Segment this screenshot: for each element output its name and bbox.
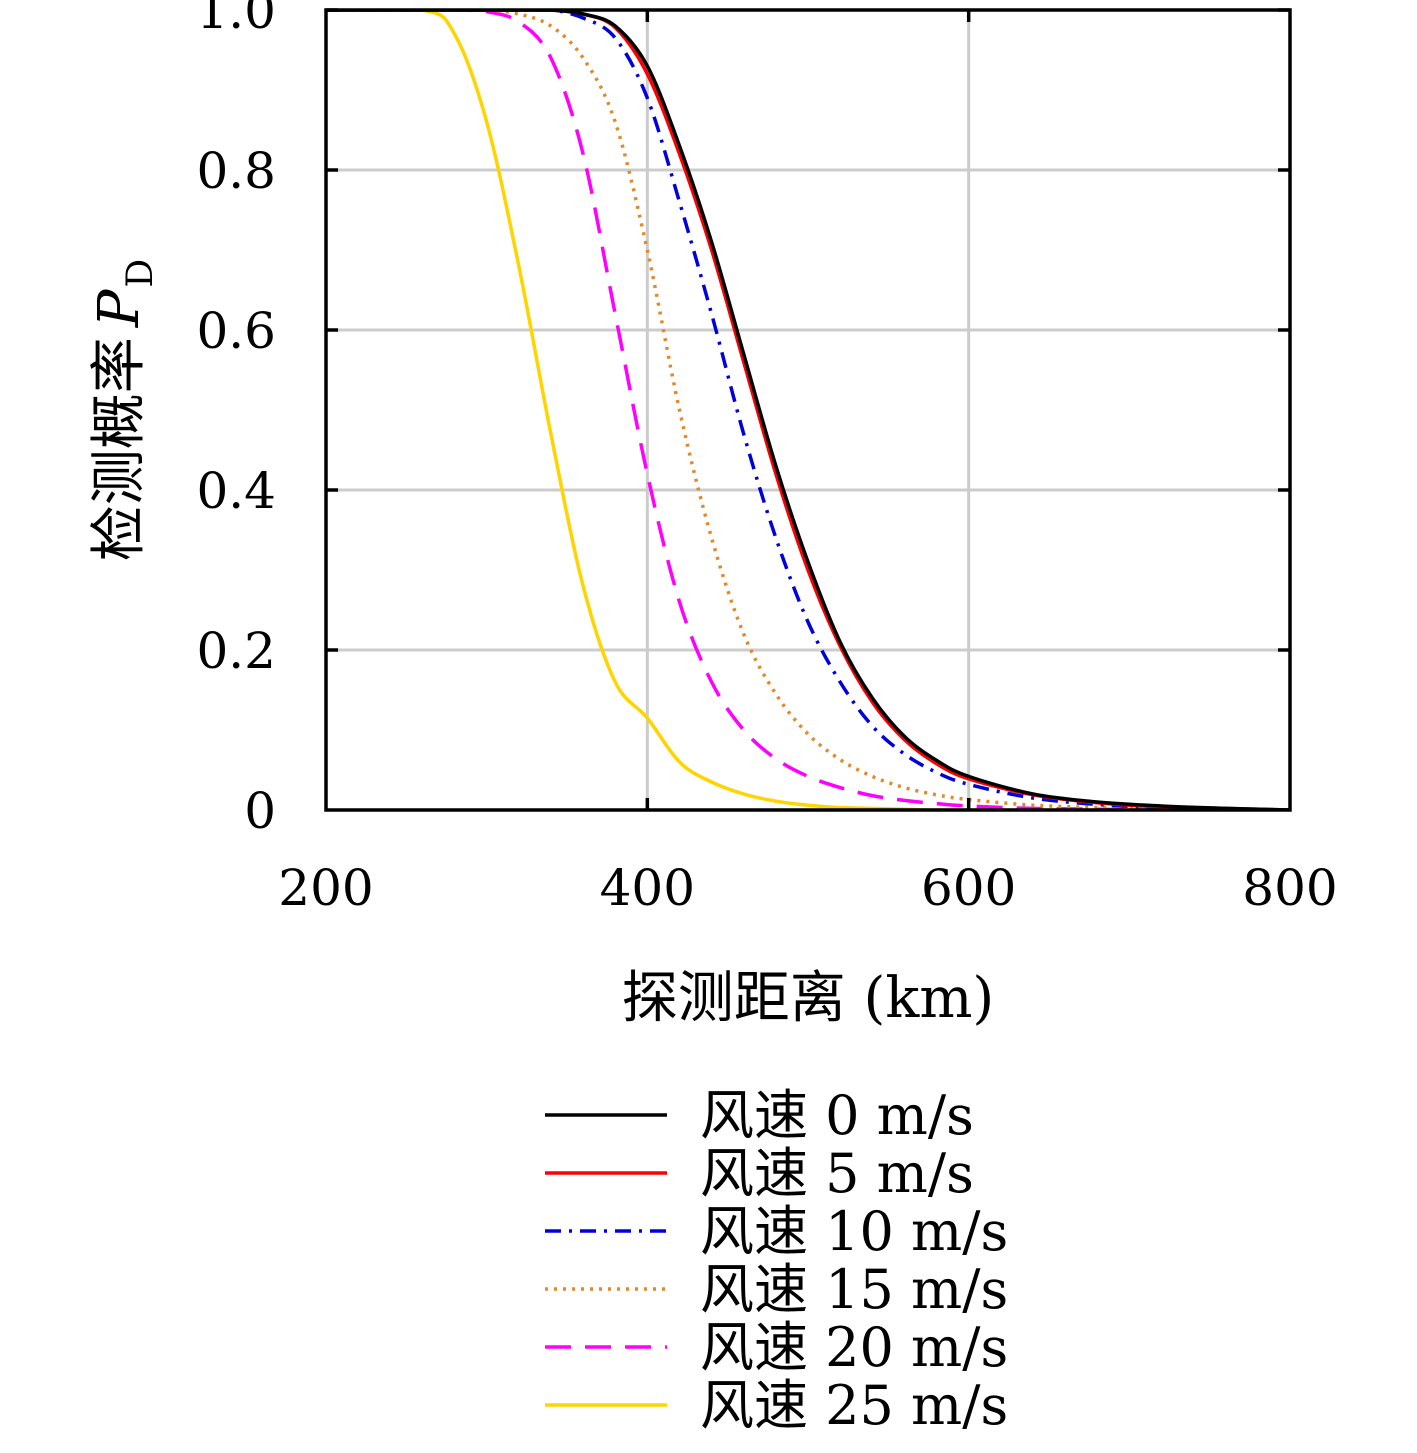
x-tick-label: 800 xyxy=(1242,859,1337,917)
tick-marks xyxy=(326,8,1290,810)
legend-label: 风速 20 m/s xyxy=(700,1316,1008,1379)
series-line-0 xyxy=(326,10,1290,810)
series-line-4 xyxy=(326,10,1290,810)
series-line-5 xyxy=(326,10,1290,810)
y-tick-label: 0.6 xyxy=(196,302,276,360)
y-tick-label: 0.4 xyxy=(196,462,276,520)
series-line-2 xyxy=(326,10,1290,810)
y-axis-title-subscript: D xyxy=(120,259,161,288)
legend-entry: 风速 20 m/s xyxy=(545,1316,1008,1379)
legend-entry: 风速 5 m/s xyxy=(545,1142,974,1205)
legend-label: 风速 10 m/s xyxy=(700,1200,1008,1263)
legend-label: 风速 15 m/s xyxy=(700,1258,1008,1321)
y-axis-title: 检测概率 PD xyxy=(87,259,161,562)
series-line-3 xyxy=(326,10,1290,810)
series-layer xyxy=(326,10,1290,810)
y-tick-label: 1.0 xyxy=(196,0,276,40)
y-tick-label: 0.8 xyxy=(196,142,276,200)
grid-lines xyxy=(326,8,1290,810)
x-tick-label: 200 xyxy=(278,859,373,917)
y-tick-label: 0.2 xyxy=(196,622,276,680)
x-tick-label: 600 xyxy=(921,859,1016,917)
svg-text:检测概率PD: 检测概率 PD xyxy=(87,259,161,562)
y-tick-label: 0 xyxy=(244,782,276,840)
y-axis-title-main: 检测概率 xyxy=(87,337,152,561)
legend: 风速 0 m/s风速 5 m/s风速 10 m/s风速 15 m/s风速 20 … xyxy=(545,1084,1008,1437)
y-axis-title-symbol: P xyxy=(87,288,152,328)
series-line-1 xyxy=(326,10,1290,810)
legend-label: 风速 25 m/s xyxy=(700,1374,1008,1437)
legend-entry: 风速 25 m/s xyxy=(545,1374,1008,1437)
legend-entry: 风速 15 m/s xyxy=(545,1258,1008,1321)
legend-label: 风速 0 m/s xyxy=(700,1084,974,1147)
x-tick-label: 400 xyxy=(600,859,695,917)
tick-labels: 200 400 600 800 0 0.2 0.4 0.6 0.8 1.0 xyxy=(196,0,1337,917)
legend-label: 风速 5 m/s xyxy=(700,1142,974,1205)
legend-entry: 风速 0 m/s xyxy=(545,1084,974,1147)
legend-entry: 风速 10 m/s xyxy=(545,1200,1008,1263)
plot-frame xyxy=(324,8,1292,812)
x-axis-title: 探测距离 (km) xyxy=(622,966,995,1031)
